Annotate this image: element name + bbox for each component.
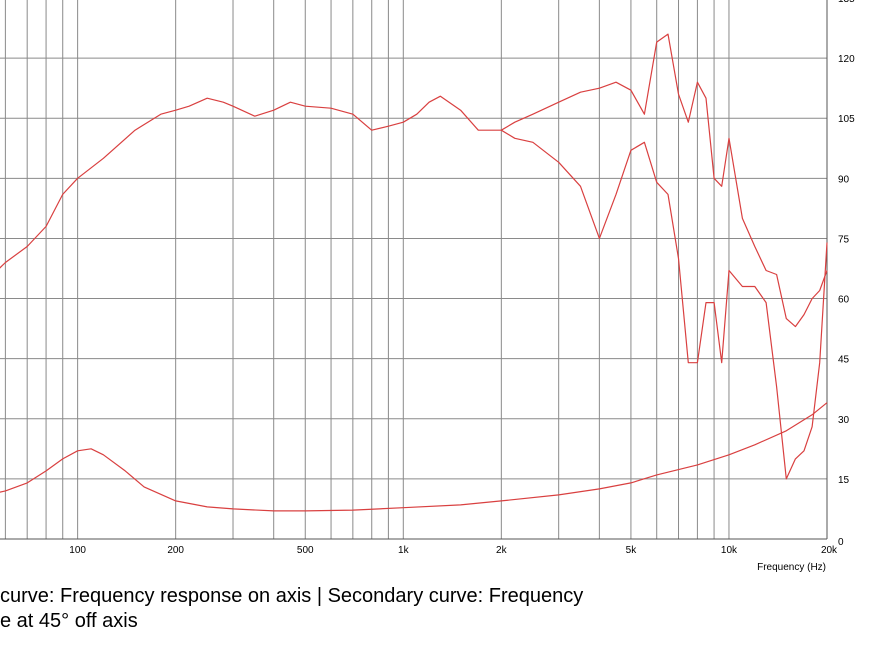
y-tick-label: 45 <box>838 355 850 366</box>
x-tick-label: 500 <box>297 545 314 556</box>
x-tick-label: 2k <box>496 545 508 556</box>
x-tick-label: 100 <box>69 545 86 556</box>
y-tick-label: 60 <box>838 295 850 306</box>
y-tick-label: 120 <box>838 54 855 65</box>
x-tick-labels: 501002005001k2k5k10k20k <box>69 545 838 556</box>
y-tick-labels: 0 15 30 45 60 75 90 105 120 135 <box>838 0 855 548</box>
y-tick-label: 30 <box>838 415 850 426</box>
grid <box>0 0 828 540</box>
x-tick-label: 200 <box>167 545 184 556</box>
curves <box>0 33 828 512</box>
y-tick-label: 15 <box>838 475 850 486</box>
plot-area <box>0 0 827 539</box>
y-tick-label: 105 <box>838 114 855 125</box>
x-axis-title: Frequency (Hz) <box>757 562 826 573</box>
series-line-2 <box>500 129 828 480</box>
y-tick-label: 135 <box>838 0 855 5</box>
x-tick-label: 10k <box>721 545 738 556</box>
series-line-3 <box>0 402 828 512</box>
y-tick-label: 75 <box>838 234 850 245</box>
series-line-1 <box>0 33 828 328</box>
x-tick-label: 20k <box>821 545 838 556</box>
y-tick-label: 0 <box>838 537 844 548</box>
x-tick-label: 5k <box>626 545 638 556</box>
caption: curve: Frequency response on axis | Seco… <box>0 585 584 632</box>
y-tick-label: 90 <box>838 174 850 185</box>
x-tick-label: 1k <box>398 545 410 556</box>
